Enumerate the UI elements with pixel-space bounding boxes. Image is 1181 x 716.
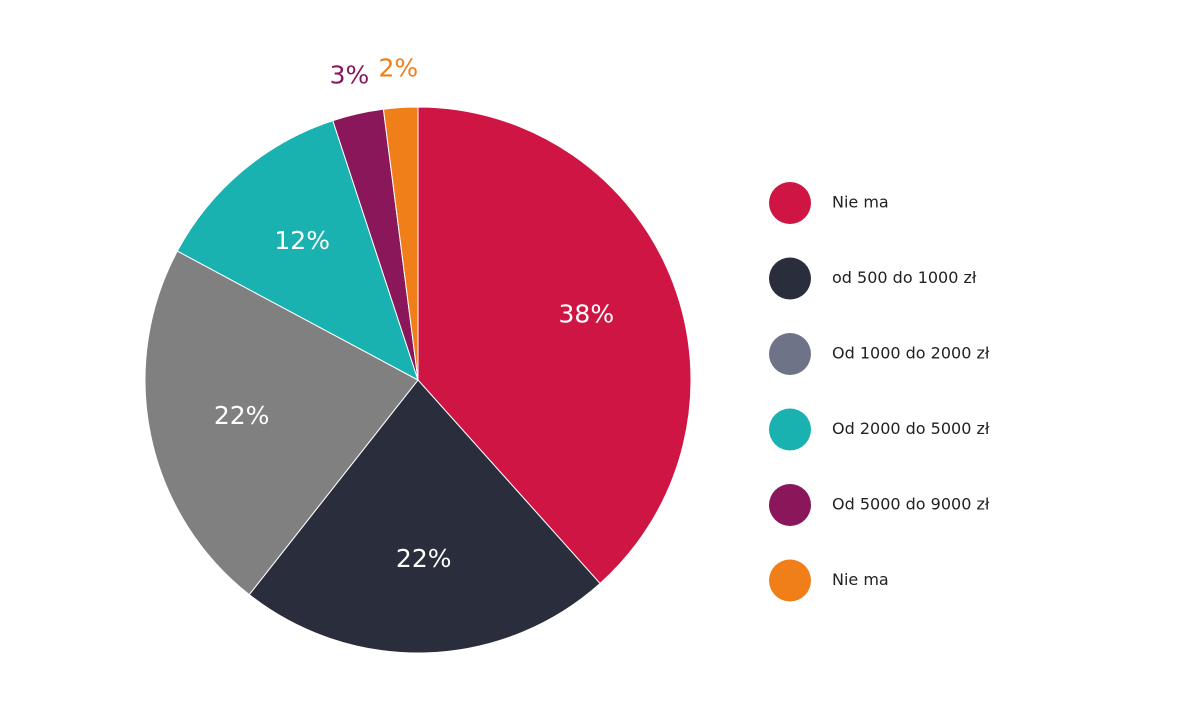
legend-swatch-4 — [769, 408, 811, 451]
slice-value-label-6: 2% — [378, 54, 418, 83]
legend-swatch-5 — [769, 484, 811, 526]
legend-swatch-3 — [769, 333, 811, 375]
slice-value-label-3: 22% — [214, 401, 270, 430]
pie-value-labels: 38% 22% 22% 12% 3% 2% — [214, 54, 614, 573]
slice-value-label-2: 22% — [396, 544, 452, 573]
pie-slice-3 — [144, 250, 419, 596]
pie-slice-4 — [176, 119, 419, 382]
legend-label-3: Od 1000 do 2000 zł — [832, 344, 990, 363]
legend-swatch-2 — [769, 257, 811, 300]
slice-value-label-4: 12% — [274, 226, 330, 255]
pie-slice-2 — [248, 379, 601, 654]
legend-label-2: od 500 do 1000 zł — [832, 268, 977, 287]
pie-slice-1 — [417, 106, 692, 585]
slice-value-label-5: 3% — [330, 61, 370, 90]
legend-swatch-6 — [769, 559, 811, 602]
pie-slice-6 — [382, 106, 419, 381]
legend-label-6: Nie ma — [832, 570, 889, 589]
legend-label-4: Od 2000 do 5000 zł — [832, 419, 990, 438]
legend-label-5: Od 5000 do 9000 zł — [832, 495, 990, 514]
legend: Nie ma od 500 do 1000 zł Od 1000 do 2000 z… — [769, 182, 990, 602]
slice-value-label-1: 38% — [559, 300, 615, 329]
pie-slices — [144, 106, 692, 654]
legend-label-1: Nie ma — [832, 193, 889, 212]
legend-swatch-1 — [769, 182, 811, 224]
